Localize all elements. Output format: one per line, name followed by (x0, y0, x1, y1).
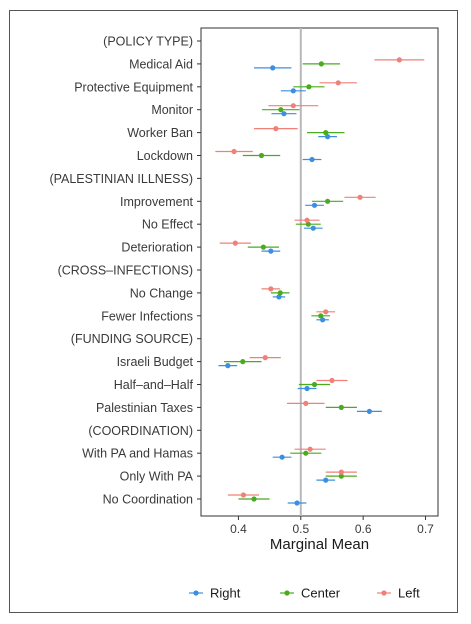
y-tick-label: Half–and–Half (114, 378, 194, 392)
data-point (335, 80, 341, 86)
data-point (225, 363, 231, 369)
legend-label: Right (210, 586, 241, 601)
data-point (262, 355, 268, 361)
y-tick-label: Deterioration (121, 241, 193, 255)
data-point (309, 156, 315, 163)
y-tick-label: Improvement (120, 195, 193, 209)
plot-panel (200, 27, 439, 517)
y-tick-label: No Effect (142, 218, 194, 232)
figure-frame (9, 10, 458, 613)
data-point (323, 477, 329, 483)
data-point (231, 148, 237, 155)
data-point (281, 111, 287, 117)
data-point (240, 359, 246, 365)
data-point (357, 194, 363, 200)
data-marks (215, 57, 425, 506)
y-tick-label: Medical Aid (129, 57, 193, 71)
y-tick-label: Protective Equipment (74, 80, 193, 94)
data-point (232, 240, 238, 246)
legend-label: Center (301, 586, 341, 601)
data-point (260, 244, 266, 250)
data-point (294, 500, 300, 506)
y-tick-label: Palestinian Taxes (96, 401, 193, 415)
legend-label: Left (398, 586, 420, 601)
y-tick-label: No Change (130, 286, 193, 300)
data-point (325, 198, 331, 204)
data-point (305, 221, 311, 227)
y-tick-label: Israeli Budget (117, 355, 194, 369)
y-tick-label: Only With PA (120, 470, 194, 484)
data-point (323, 130, 329, 136)
y-tick-label: (POLICY TYPE) (103, 35, 193, 49)
x-tick-label: 0.4 (230, 522, 247, 536)
y-tick-label: No Coordination (103, 493, 193, 507)
legend-key-dot (193, 590, 199, 596)
data-point (396, 57, 402, 63)
data-point (258, 152, 265, 159)
y-tick-label: Worker Ban (127, 126, 193, 140)
y-tick-label: (FUNDING SOURCE) (71, 332, 193, 346)
y-tick-label: With PA and Hamas (82, 447, 193, 461)
data-point (240, 492, 247, 498)
data-point (311, 381, 318, 388)
data-point (306, 84, 312, 90)
data-point (276, 294, 282, 300)
data-point (338, 473, 344, 479)
y-tick-label: (COORDINATION) (88, 424, 193, 438)
data-point (279, 454, 285, 460)
data-point (303, 450, 309, 456)
data-point (329, 377, 335, 384)
y-tick-label: Lockdown (137, 149, 193, 163)
data-point (366, 408, 372, 414)
y-tick-label: Monitor (151, 103, 193, 117)
data-point (290, 88, 296, 94)
data-point (325, 134, 331, 140)
y-axis-labels: (POLICY TYPE) Medical Aid Protective Equip… (49, 35, 193, 507)
x-tick-label: 0.5 (292, 522, 309, 536)
data-point (290, 103, 296, 109)
data-point (251, 496, 257, 502)
data-point (318, 313, 324, 319)
data-point (307, 446, 313, 452)
data-point (277, 290, 283, 296)
data-point (270, 65, 276, 71)
data-point (304, 385, 310, 392)
legend-key-dot (381, 590, 387, 596)
data-point (338, 469, 344, 475)
data-point (323, 309, 329, 315)
x-axis: 0.4 0.5 0.6 0.7 (230, 516, 434, 536)
y-tick-label: (CROSS–INFECTIONS) (58, 264, 193, 278)
data-point (268, 286, 274, 292)
data-point (304, 217, 310, 223)
data-point (311, 202, 318, 208)
data-point (278, 107, 284, 113)
x-tick-label: 0.7 (417, 522, 434, 536)
data-point (303, 400, 309, 406)
data-point (338, 404, 344, 410)
y-axis-ticks (197, 40, 201, 500)
data-point (318, 61, 324, 67)
data-point (273, 126, 279, 132)
x-axis-title: Marginal Mean (270, 536, 369, 553)
x-tick-label: 0.6 (355, 522, 372, 536)
legend: Right Center Left (189, 586, 420, 601)
y-tick-label: Fewer Infections (101, 309, 193, 323)
y-tick-label: (PALESTINIAN ILLNESS) (49, 172, 193, 186)
legend-key-dot (284, 590, 290, 596)
data-point (268, 248, 274, 254)
data-point (320, 317, 326, 323)
data-point (310, 225, 316, 231)
